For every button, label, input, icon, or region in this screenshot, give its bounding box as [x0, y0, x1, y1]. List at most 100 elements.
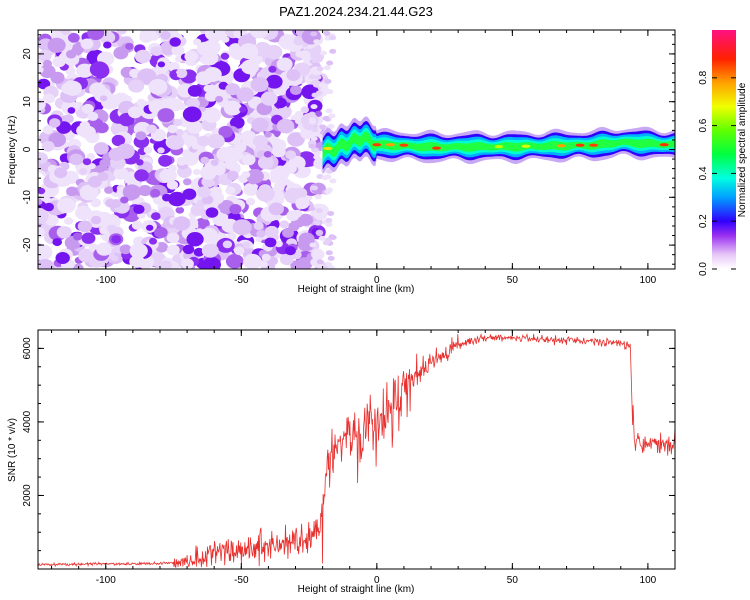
noise-blob — [160, 260, 172, 269]
noise-blob — [186, 97, 200, 110]
noise-blob — [57, 197, 76, 214]
noise-blob — [99, 226, 110, 236]
noise-blob — [87, 111, 99, 121]
noise-blob — [308, 74, 316, 80]
noise-blob — [293, 36, 305, 46]
noise-blob — [231, 150, 244, 161]
noise-blob — [81, 232, 96, 244]
x-tick-label: 100 — [640, 275, 657, 286]
colorbar-tick-label: 0.4 — [698, 166, 709, 180]
noise-blob — [310, 258, 320, 267]
noise-blob — [327, 124, 335, 129]
y-tick-label: 4000 — [22, 410, 33, 433]
noise-blob — [159, 168, 177, 183]
noise-blob — [220, 52, 230, 60]
noise-blob — [173, 216, 191, 231]
noise-blob — [200, 156, 210, 164]
noise-blob — [169, 37, 181, 47]
y-tick-label: 0 — [22, 146, 33, 152]
noise-blob — [182, 188, 197, 200]
noise-blob — [168, 191, 186, 207]
noise-blob — [137, 68, 157, 85]
noise-blob — [263, 151, 272, 158]
noise-blob — [55, 252, 70, 264]
noise-blob — [224, 159, 237, 170]
noise-blob — [103, 41, 112, 49]
noise-blob — [182, 106, 202, 123]
noise-blob — [311, 147, 319, 153]
noise-blob — [77, 220, 93, 233]
noise-blob — [311, 185, 318, 191]
noise-blob — [272, 139, 287, 151]
bottom-y-axis-label: SNR (10 * v/v) — [7, 418, 18, 482]
noise-blob — [52, 56, 66, 68]
noise-blob — [260, 91, 278, 106]
noise-blob — [166, 232, 180, 244]
noise-blob — [143, 146, 153, 154]
noise-blob — [316, 259, 324, 265]
noise-blob — [242, 154, 256, 166]
spectrogram-noise — [38, 30, 337, 269]
noise-blob — [249, 30, 269, 39]
noise-blob — [66, 49, 77, 59]
noise-blob — [67, 107, 76, 114]
y-tick-label: 20 — [22, 48, 33, 60]
noise-blob — [315, 208, 323, 214]
noise-blob — [308, 111, 316, 117]
noise-blob — [166, 135, 184, 150]
noise-blob — [203, 67, 222, 82]
noise-blob — [326, 89, 334, 95]
noise-blob — [280, 254, 294, 266]
noise-blob — [151, 212, 161, 221]
noise-blob — [67, 32, 80, 43]
noise-blob — [116, 30, 127, 35]
noise-blob — [180, 258, 194, 269]
noise-blob — [166, 244, 180, 256]
noise-blob — [99, 95, 108, 102]
colorbar-tick-label: 0.6 — [698, 118, 709, 132]
noise-blob — [154, 227, 168, 239]
noise-blob — [256, 230, 266, 238]
noise-blob — [64, 217, 74, 225]
noise-blob — [326, 60, 334, 66]
snr-panel: -100 -50 0 50 100 2000 4000 6000 Height of str… — [7, 329, 676, 595]
noise-blob — [218, 125, 233, 138]
noise-blob — [295, 197, 310, 210]
noise-blob — [251, 55, 263, 65]
noise-blob — [197, 186, 211, 198]
noise-blob — [139, 30, 154, 43]
signal-peak — [494, 145, 504, 149]
noise-blob — [184, 50, 198, 63]
x-tick-label: -100 — [96, 275, 116, 286]
noise-blob — [310, 136, 318, 141]
noise-blob — [257, 155, 274, 170]
noise-blob — [329, 48, 337, 54]
noise-blob — [187, 85, 202, 97]
noise-blob — [227, 170, 239, 181]
x-tick-label: -50 — [234, 575, 249, 586]
signal-peak — [372, 143, 382, 147]
noise-blob — [90, 215, 102, 225]
colorbar-tick-label: 0.8 — [698, 70, 709, 84]
y-tick-label: -20 — [22, 237, 33, 252]
signal-peak — [385, 143, 395, 147]
noise-blob — [146, 224, 154, 231]
noise-blob — [283, 162, 297, 174]
noise-blob — [90, 198, 101, 208]
noise-blob — [329, 35, 337, 41]
noise-blob — [236, 87, 254, 102]
y-tick-label: 2000 — [22, 484, 33, 507]
noise-blob — [311, 248, 325, 260]
colorbar-tick-label: 0.2 — [698, 214, 709, 228]
noise-blob — [104, 186, 114, 194]
noise-blob — [325, 261, 332, 267]
noise-blob — [221, 36, 230, 43]
noise-blob — [282, 228, 294, 238]
noise-blob — [38, 244, 53, 261]
noise-blob — [191, 143, 200, 150]
noise-blob — [207, 133, 225, 149]
noise-blob — [38, 198, 43, 205]
noise-blob — [256, 186, 275, 202]
noise-blob — [182, 244, 195, 255]
